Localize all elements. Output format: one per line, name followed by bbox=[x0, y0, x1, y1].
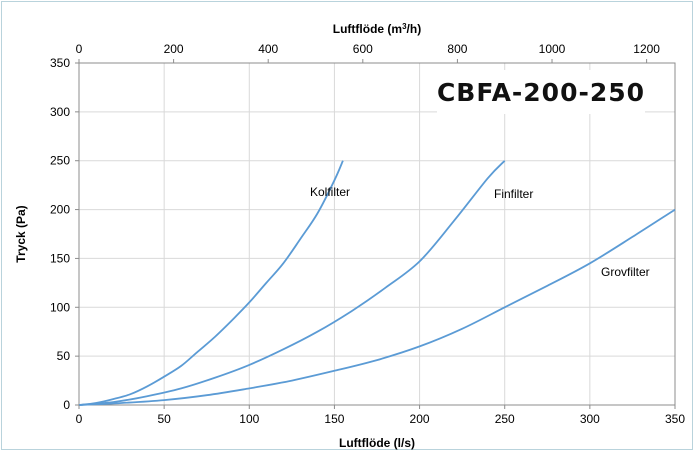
series-group bbox=[78, 160, 676, 406]
x2-tick-label: 400 bbox=[258, 42, 278, 56]
series-labels: Kolfilter Finfilter Grovfilter bbox=[310, 185, 650, 279]
series-label-grovfilter: Grovfilter bbox=[601, 265, 650, 279]
y-tick-label: 200 bbox=[50, 203, 70, 217]
series-line-kolfilter bbox=[78, 160, 344, 406]
title-background bbox=[437, 70, 645, 114]
series-line-finfilter bbox=[78, 160, 506, 406]
y-tick-label: 50 bbox=[57, 349, 71, 363]
x2-axis-ticks: 0 200 400 600 800 1000 1200 bbox=[76, 42, 660, 63]
x2-tick-label: 1200 bbox=[633, 42, 660, 56]
x2-tick-label: 0 bbox=[76, 42, 83, 56]
series-label-kolfilter: Kolfilter bbox=[310, 185, 350, 199]
x2-axis-title-prefix: Luftflöde (m bbox=[333, 22, 402, 36]
series-label-finfilter: Finfilter bbox=[494, 187, 533, 201]
y-axis-title: Tryck (Pa) bbox=[14, 205, 28, 262]
x-tick-label: 50 bbox=[157, 412, 171, 426]
x2-axis-title-suffix: /h) bbox=[407, 22, 422, 36]
x-tick-label: 150 bbox=[324, 412, 344, 426]
series-line-grovfilter bbox=[78, 208, 676, 406]
x-tick-label: 300 bbox=[580, 412, 600, 426]
y-tick-label: 350 bbox=[50, 56, 70, 70]
x2-tick-label: 1000 bbox=[539, 42, 566, 56]
chart-title: CBFA-200-250 bbox=[437, 78, 645, 107]
x-tick-label: 200 bbox=[410, 412, 430, 426]
plot-area bbox=[78, 62, 676, 406]
y-axis-ticks: 0 50 100 150 200 250 300 350 bbox=[50, 56, 79, 412]
y-tick-label: 300 bbox=[50, 105, 70, 119]
x2-tick-label: 600 bbox=[353, 42, 373, 56]
x2-axis-title-sup: 3 bbox=[402, 22, 407, 31]
grid bbox=[79, 62, 675, 405]
x2-axis-title: Luftflöde (m3/h) bbox=[333, 22, 421, 37]
x-tick-label: 100 bbox=[239, 412, 259, 426]
y-tick-label: 0 bbox=[63, 398, 70, 412]
x-tick-label: 250 bbox=[495, 412, 515, 426]
x-tick-label: 0 bbox=[76, 412, 83, 426]
y-tick-label: 150 bbox=[50, 251, 70, 265]
x2-tick-label: 200 bbox=[164, 42, 184, 56]
x-axis-title: Luftflöde (l/s) bbox=[339, 436, 415, 450]
y-tick-label: 100 bbox=[50, 300, 70, 314]
x-tick-label: 350 bbox=[665, 412, 685, 426]
x2-tick-label: 800 bbox=[447, 42, 467, 56]
x-axis-ticks: 0 50 100 150 200 250 300 350 bbox=[76, 405, 685, 426]
y-tick-label: 250 bbox=[50, 154, 70, 168]
